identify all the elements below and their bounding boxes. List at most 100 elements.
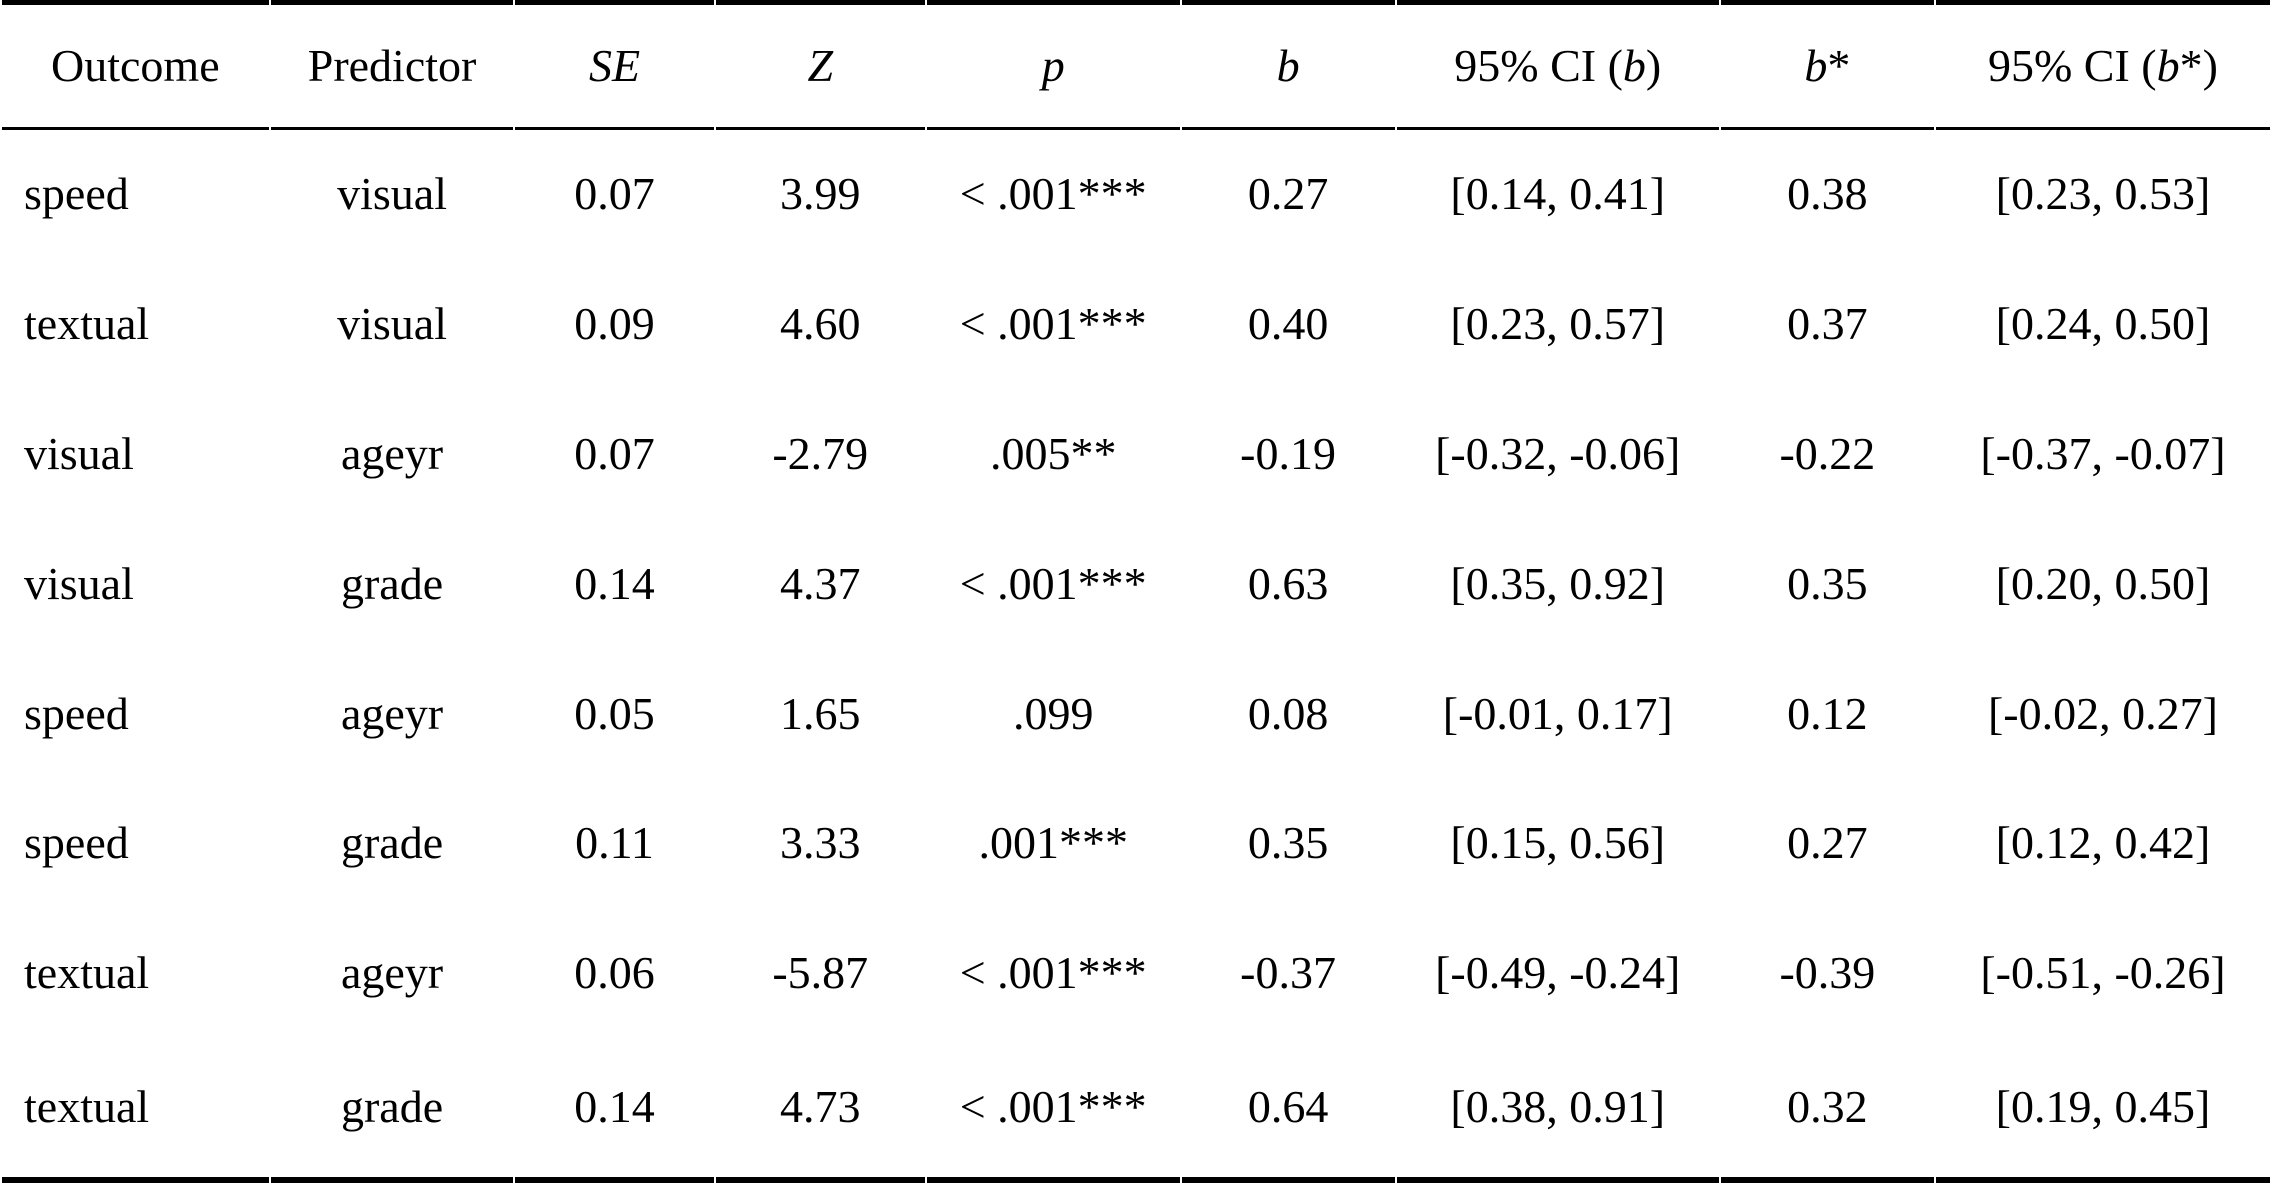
header-segment-italic: b	[1622, 39, 1646, 91]
cell-predictor: visual	[337, 168, 447, 220]
cell-p: .099	[1012, 687, 1094, 739]
table-row: speed grade 0.11 3.33 .001*** 0.35 [0.15, 0.56…	[2, 779, 2270, 909]
cell-predictor: visual	[337, 298, 447, 350]
cell-b_star: 0.12	[1787, 687, 1868, 739]
table-row: textual grade 0.14 4.73 < .001*** 0.64 [0.38, …	[2, 1038, 2270, 1183]
cell-se: 0.07	[574, 168, 655, 220]
table-row: speed visual 0.07 3.99 < .001*** 0.27 [0.14, 0…	[2, 130, 2270, 260]
cell-outcome: visual	[24, 428, 134, 479]
cell-outcome: visual	[24, 557, 134, 609]
cell-b_star: 0.38	[1787, 168, 1868, 220]
cell-se: 0.06	[574, 947, 655, 999]
header-segment: *	[1827, 39, 1851, 91]
cell-b_star: -0.22	[1779, 428, 1876, 479]
cell-se: 0.07	[574, 428, 655, 479]
cell-outcome: textual	[2, 1038, 269, 1183]
cell-p: .001***	[978, 817, 1128, 869]
table-row: speed ageyr 0.05 1.65 .099 0.08 [-0.01, 0.17] 0…	[2, 649, 2270, 779]
table-row: textual ageyr 0.06 -5.87 < .001*** -0.37 [-0.4…	[2, 909, 2270, 1039]
column-header-predictor: Predictor	[270, 0, 514, 130]
cell-outcome: textual	[24, 947, 150, 999]
cell-z: 3.99	[779, 168, 861, 220]
cell-z: 4.73	[715, 1038, 925, 1183]
column-header-ci_b: 95% CI (b)	[1396, 0, 1719, 130]
cell-b_star: 0.32	[1720, 1038, 1934, 1183]
cell-b_star: 0.27	[1787, 817, 1868, 869]
header-segment-italic: p	[1041, 39, 1065, 91]
table-row: visual ageyr 0.07 -2.79 .005** -0.19 [-0.32, -…	[2, 390, 2270, 520]
header-segment: )	[1645, 39, 1662, 91]
cell-p: .005**	[989, 428, 1117, 479]
cell-ci_b: [0.14, 0.41]	[1450, 168, 1666, 220]
cell-ci_b: [0.35, 0.92]	[1450, 557, 1666, 609]
header-segment: 95% CI (	[1987, 39, 2157, 91]
cell-se: 0.14	[515, 1038, 714, 1183]
column-header-p: p	[926, 0, 1180, 130]
cell-ci_b: [0.15, 0.56]	[1450, 817, 1666, 869]
cell-z: 4.60	[779, 298, 861, 350]
cell-ci_b_star: [0.23, 0.53]	[1995, 168, 2211, 220]
cell-predictor: ageyr	[340, 947, 444, 999]
cell-predictor: ageyr	[340, 687, 444, 739]
cell-ci_b_star: [0.24, 0.50]	[1995, 298, 2211, 350]
cell-ci_b_star: [0.20, 0.50]	[1995, 557, 2211, 609]
cell-p: < .001***	[959, 557, 1147, 609]
column-header-ci_b_star: 95% CI (b*)	[1935, 0, 2270, 130]
column-header-outcome: Outcome	[2, 0, 269, 130]
cell-ci_b_star: [-0.37, -0.07]	[1980, 428, 2226, 479]
column-header-z: Z	[715, 0, 925, 130]
cell-outcome: textual	[24, 298, 150, 350]
cell-b: 0.64	[1181, 1038, 1395, 1183]
cell-outcome: speed	[24, 687, 129, 739]
cell-b_star: 0.35	[1787, 557, 1868, 609]
cell-b: 0.35	[1247, 817, 1329, 869]
cell-se: 0.11	[575, 817, 654, 869]
cell-outcome: speed	[24, 817, 129, 869]
cell-outcome: speed	[24, 168, 129, 220]
cell-b: 0.40	[1247, 298, 1329, 350]
table-body: speed visual 0.07 3.99 < .001*** 0.27 [0.14, 0…	[2, 130, 2270, 1183]
cell-z: 3.33	[779, 817, 861, 869]
cell-ci_b: [0.23, 0.57]	[1450, 298, 1666, 350]
cell-p: < .001***	[959, 947, 1147, 999]
header-segment-italic: b	[1804, 39, 1828, 91]
cell-predictor: grade	[340, 557, 444, 609]
cell-se: 0.14	[574, 557, 655, 609]
column-header-se: SE	[515, 0, 714, 130]
cell-ci_b: [0.38, 0.91]	[1396, 1038, 1719, 1183]
header-segment-italic: SE	[588, 39, 641, 91]
cell-se: 0.09	[574, 298, 655, 350]
cell-ci_b_star: [-0.02, 0.27]	[1987, 687, 2218, 739]
cell-predictor: grade	[270, 1038, 514, 1183]
cell-p: < .001***	[959, 298, 1147, 350]
cell-z: 1.65	[779, 687, 861, 739]
cell-b: -0.19	[1240, 428, 1336, 479]
cell-ci_b: [-0.32, -0.06]	[1435, 428, 1681, 479]
cell-se: 0.05	[574, 687, 655, 739]
cell-ci_b_star: [-0.51, -0.26]	[1980, 947, 2226, 999]
cell-predictor: ageyr	[340, 428, 444, 479]
cell-b: 0.63	[1247, 557, 1329, 609]
cell-ci_b_star: [0.12, 0.42]	[1995, 817, 2211, 869]
header-segment-italic: Z	[807, 39, 834, 91]
header-segment: *)	[2179, 39, 2218, 91]
cell-b: -0.37	[1240, 947, 1336, 999]
column-header-b_star: b*	[1720, 0, 1934, 130]
cell-b: 0.08	[1247, 687, 1329, 739]
header-segment: 95% CI (	[1454, 39, 1623, 91]
cell-ci_b: [-0.01, 0.17]	[1442, 687, 1673, 739]
cell-z: -2.79	[772, 428, 869, 479]
cell-b: 0.27	[1247, 168, 1329, 220]
cell-p: < .001***	[959, 168, 1147, 220]
cell-ci_b: [-0.49, -0.24]	[1435, 947, 1681, 999]
header-segment-italic: b	[1276, 39, 1300, 91]
cell-z: -5.87	[772, 947, 869, 999]
header-segment: Predictor	[307, 39, 477, 91]
cell-z: 4.37	[779, 557, 861, 609]
header-segment: Outcome	[51, 39, 220, 91]
header-segment-italic: b	[2156, 39, 2180, 91]
